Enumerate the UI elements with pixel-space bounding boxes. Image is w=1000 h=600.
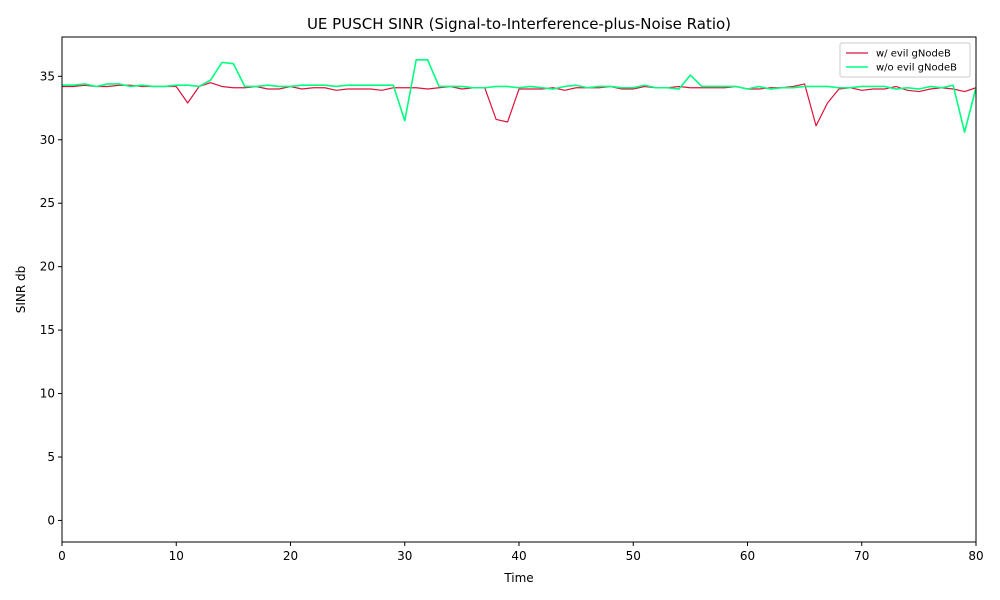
series-line-1 bbox=[62, 82, 977, 127]
x-tick-label: 50 bbox=[626, 549, 641, 563]
y-tick-label: 15 bbox=[40, 323, 55, 337]
chart-title: UE PUSCH SINR (Signal-to-Interference-pl… bbox=[307, 15, 731, 33]
legend-label-1: w/ evil gNodeB bbox=[876, 49, 951, 60]
x-tick-label: 70 bbox=[854, 549, 869, 563]
legend-label-2: w/o evil gNodeB bbox=[876, 63, 957, 74]
y-tick-label: 10 bbox=[40, 387, 55, 401]
series-layer bbox=[62, 59, 977, 133]
legend-box bbox=[839, 42, 971, 78]
y-tick-label: 30 bbox=[40, 133, 55, 147]
x-axis-title: Time bbox=[503, 571, 533, 585]
y-tick-label: 25 bbox=[40, 196, 55, 210]
x-tick-label: 40 bbox=[511, 549, 526, 563]
x-tick-label: 80 bbox=[968, 549, 983, 563]
y-axis: 0 5 10 15 20 25 30 35 bbox=[40, 69, 62, 527]
y-tick-label: 0 bbox=[47, 513, 55, 527]
y-tick-label: 35 bbox=[40, 69, 55, 83]
series-line-2 bbox=[62, 59, 977, 133]
y-axis-title: SINR db bbox=[14, 266, 28, 314]
y-tick-label: 20 bbox=[40, 260, 55, 274]
legend: w/ evil gNodeB w/o evil gNodeB bbox=[839, 42, 971, 78]
y-tick-label: 5 bbox=[47, 450, 55, 464]
x-tick-label: 10 bbox=[169, 549, 184, 563]
plot-area bbox=[62, 37, 976, 542]
x-tick-label: 30 bbox=[397, 549, 412, 563]
x-tick-label: 0 bbox=[58, 549, 66, 563]
x-tick-label: 60 bbox=[740, 549, 755, 563]
x-axis: 0 10 20 30 40 50 60 70 80 bbox=[58, 542, 984, 563]
x-tick-label: 20 bbox=[283, 549, 298, 563]
